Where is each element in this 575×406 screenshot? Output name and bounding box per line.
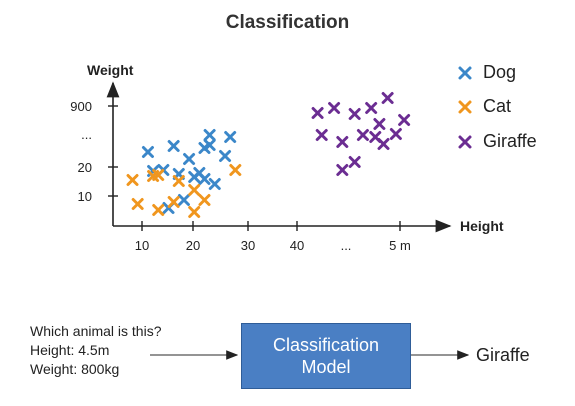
data-point-cat	[167, 196, 180, 208]
x-tick-label: 30	[241, 238, 255, 253]
data-point-giraffe	[356, 129, 369, 141]
data-point-cat	[229, 164, 242, 176]
y-tick-label: 20	[78, 160, 92, 175]
data-point-giraffe	[315, 129, 328, 141]
data-point-dog	[224, 131, 237, 143]
data-point-dog	[193, 167, 206, 179]
data-point-giraffe	[348, 108, 361, 120]
data-point-cat	[198, 194, 211, 206]
data-point-giraffe	[311, 107, 324, 119]
data-point-dog	[208, 178, 221, 190]
data-point-dog	[167, 140, 180, 152]
y-tick-label: 10	[78, 189, 92, 204]
data-point-cat	[172, 175, 185, 187]
data-point-cat	[152, 204, 165, 216]
data-point-giraffe	[373, 118, 386, 130]
y-tick-label: 900	[70, 99, 92, 114]
data-point-cat	[188, 184, 201, 196]
data-point-giraffe	[398, 114, 411, 126]
y-axis-label: Weight	[87, 62, 134, 78]
data-point-dog	[141, 146, 154, 158]
data-point-dog	[203, 129, 216, 141]
data-point-giraffe	[336, 136, 349, 148]
y-tick-label: ...	[81, 127, 92, 142]
query-line: Weight: 800kg	[30, 361, 120, 377]
x-mark-icon	[458, 100, 472, 113]
data-point-cat	[188, 206, 201, 218]
legend-item-dog: Dog	[455, 62, 516, 83]
legend-label: Dog	[483, 62, 517, 82]
x-tick-label: 10	[135, 238, 149, 253]
legend-item-cat: Cat	[455, 96, 511, 117]
data-point-dog	[177, 194, 190, 206]
query-line: Which animal is this?	[30, 323, 162, 339]
data-point-giraffe	[348, 156, 361, 168]
x-tick-label: ...	[341, 238, 352, 253]
data-point-giraffe	[365, 102, 378, 114]
x-tick-label: 5 m	[389, 238, 411, 253]
diagram-title: Classification	[225, 12, 350, 33]
data-point-cat	[126, 174, 139, 186]
data-point-cat	[152, 169, 165, 181]
data-point-dog	[203, 139, 216, 151]
legend-label: Giraffe	[483, 131, 537, 151]
x-tick-label: 20	[186, 238, 200, 253]
query-line: Height: 4.5m	[30, 342, 110, 358]
data-point-dog	[183, 153, 196, 165]
data-point-cat	[131, 198, 144, 210]
x-tick-label: 40	[290, 238, 304, 253]
x-mark-icon	[458, 66, 472, 79]
data-point-giraffe	[389, 128, 402, 140]
data-point-dog	[219, 150, 232, 162]
model-label: Classification Model	[272, 335, 380, 377]
data-point-giraffe	[377, 138, 390, 150]
x-mark-icon	[458, 135, 472, 148]
query-text: Which animal is this? Height: 4.5m Weigh…	[30, 322, 162, 379]
data-point-giraffe	[381, 92, 394, 104]
data-point-dog	[198, 142, 211, 154]
result-label: Giraffe	[476, 345, 530, 365]
data-point-giraffe	[336, 164, 349, 176]
classification-model-box: Classification Model	[241, 323, 411, 389]
x-axis-label: Height	[460, 218, 504, 234]
legend-label: Cat	[483, 96, 512, 116]
data-point-giraffe	[328, 102, 341, 114]
legend-item-giraffe: Giraffe	[455, 131, 537, 152]
